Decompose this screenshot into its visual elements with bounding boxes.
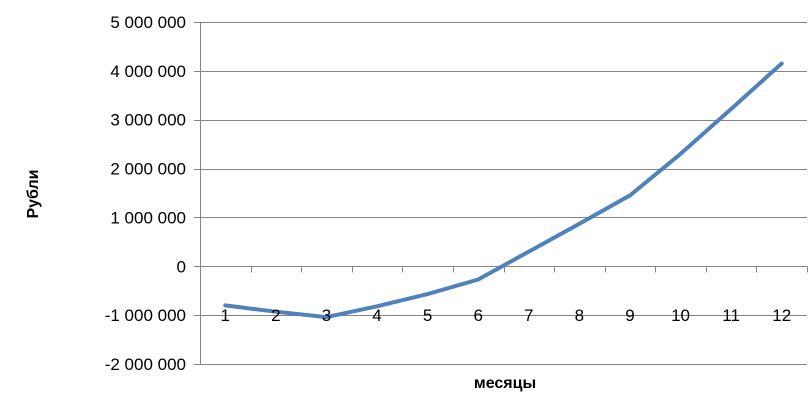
- x-axis-title: месяцы: [474, 375, 536, 392]
- series-line: [223, 61, 784, 320]
- x-tick-label: 7: [524, 306, 533, 325]
- y-tick-label: 1 000 000: [110, 208, 186, 227]
- x-tick-label: 4: [372, 306, 381, 325]
- y-tick-label: 5 000 000: [110, 13, 186, 32]
- y-tick-label: -2 000 000: [105, 355, 186, 374]
- y-tick-labels: -2 000 000 -1 000 000 0 1 000 000 2 000 000 3…: [105, 13, 186, 374]
- x-tick-label: 11: [722, 306, 740, 325]
- y-tick-label: 0: [177, 257, 186, 276]
- y-tick-label: 2 000 000: [110, 160, 186, 179]
- x-tick-label: 12: [772, 306, 791, 325]
- x-tick-label: 9: [625, 306, 634, 325]
- x-tick-label: 6: [473, 306, 482, 325]
- x-tick-label: 10: [671, 306, 690, 325]
- x-tick-label: 5: [423, 306, 432, 325]
- series-layer: [223, 61, 784, 320]
- x-tick-labels: 1 2 3 4 5 6 7 8 9 10 11 12: [221, 306, 792, 325]
- x-tick-label: 3: [322, 306, 331, 325]
- x-tick-label: 1: [221, 306, 230, 325]
- y-tick-label: -1 000 000: [105, 306, 186, 325]
- y-tick-label: 3 000 000: [110, 111, 186, 130]
- x-tick-label: 2: [271, 306, 280, 325]
- x-tick-label: 8: [575, 306, 584, 325]
- y-tick-label: 4 000 000: [110, 62, 186, 81]
- y-axis-title: Рубли: [25, 169, 42, 218]
